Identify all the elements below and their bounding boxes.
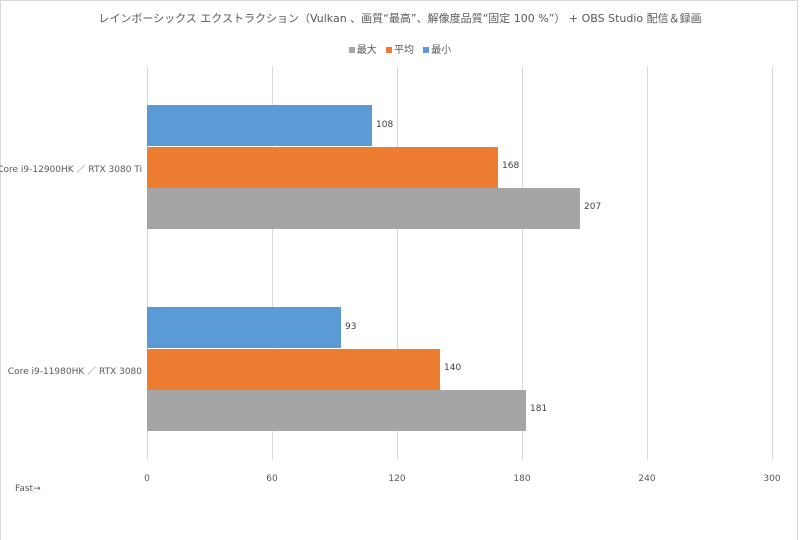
legend-swatch-avg (386, 47, 392, 53)
category-label-12900hk: Core i9-12900HK ／ RTX 3080 Ti (0, 165, 142, 175)
x-tick-180: 180 (513, 474, 531, 484)
chart-legend: 最大 平均 最小 (0, 41, 800, 56)
legend-label-max: 最大 (356, 45, 377, 56)
x-tick-240: 240 (638, 474, 656, 484)
value-label-12900hk-avg: 168 (502, 161, 520, 171)
value-label-12900hk-max: 207 (584, 202, 602, 212)
fast-direction-note: Fast→ (15, 484, 41, 494)
gridline-180 (522, 66, 523, 460)
legend-label-min: 最小 (431, 45, 452, 56)
value-label-11980hk-avg: 140 (444, 363, 462, 373)
value-label-11980hk-min: 93 (345, 322, 357, 332)
bar-12900hk-min (147, 105, 372, 146)
bar-12900hk-avg (147, 147, 498, 188)
legend-swatch-max (348, 47, 355, 53)
value-label-12900hk-min: 108 (376, 120, 394, 130)
x-tick-300: 300 (763, 474, 781, 484)
gridline-60 (272, 66, 273, 460)
gridline-120 (397, 66, 398, 460)
legend-item-max: 最大 (348, 41, 377, 56)
legend-label-avg: 平均 (394, 45, 414, 56)
gridline-0 (147, 66, 148, 460)
bar-11980hk-avg (147, 349, 440, 390)
x-tick-120: 120 (388, 474, 406, 484)
legend-item-avg: 平均 (386, 41, 414, 56)
chart-title: レインボーシックス エクストラクション（Vulkan 、画質“最高”、解像度品質… (98, 12, 702, 25)
legend-item-min: 最小 (423, 41, 451, 56)
value-label-11980hk-max: 181 (530, 404, 548, 414)
x-tick-60: 60 (266, 474, 278, 484)
bar-11980hk-min (147, 307, 341, 348)
category-label-11980hk: Core i9-11980HK ／ RTX 3080 (7, 367, 142, 377)
gridline-240 (647, 66, 648, 460)
legend-swatch-min (423, 47, 430, 53)
bar-12900hk-max (147, 188, 580, 229)
plot-area: 108 168 207 93 140 181 (147, 66, 773, 460)
x-tick-0: 0 (144, 474, 150, 484)
gridline-300 (772, 66, 773, 460)
bar-11980hk-max (147, 390, 526, 431)
